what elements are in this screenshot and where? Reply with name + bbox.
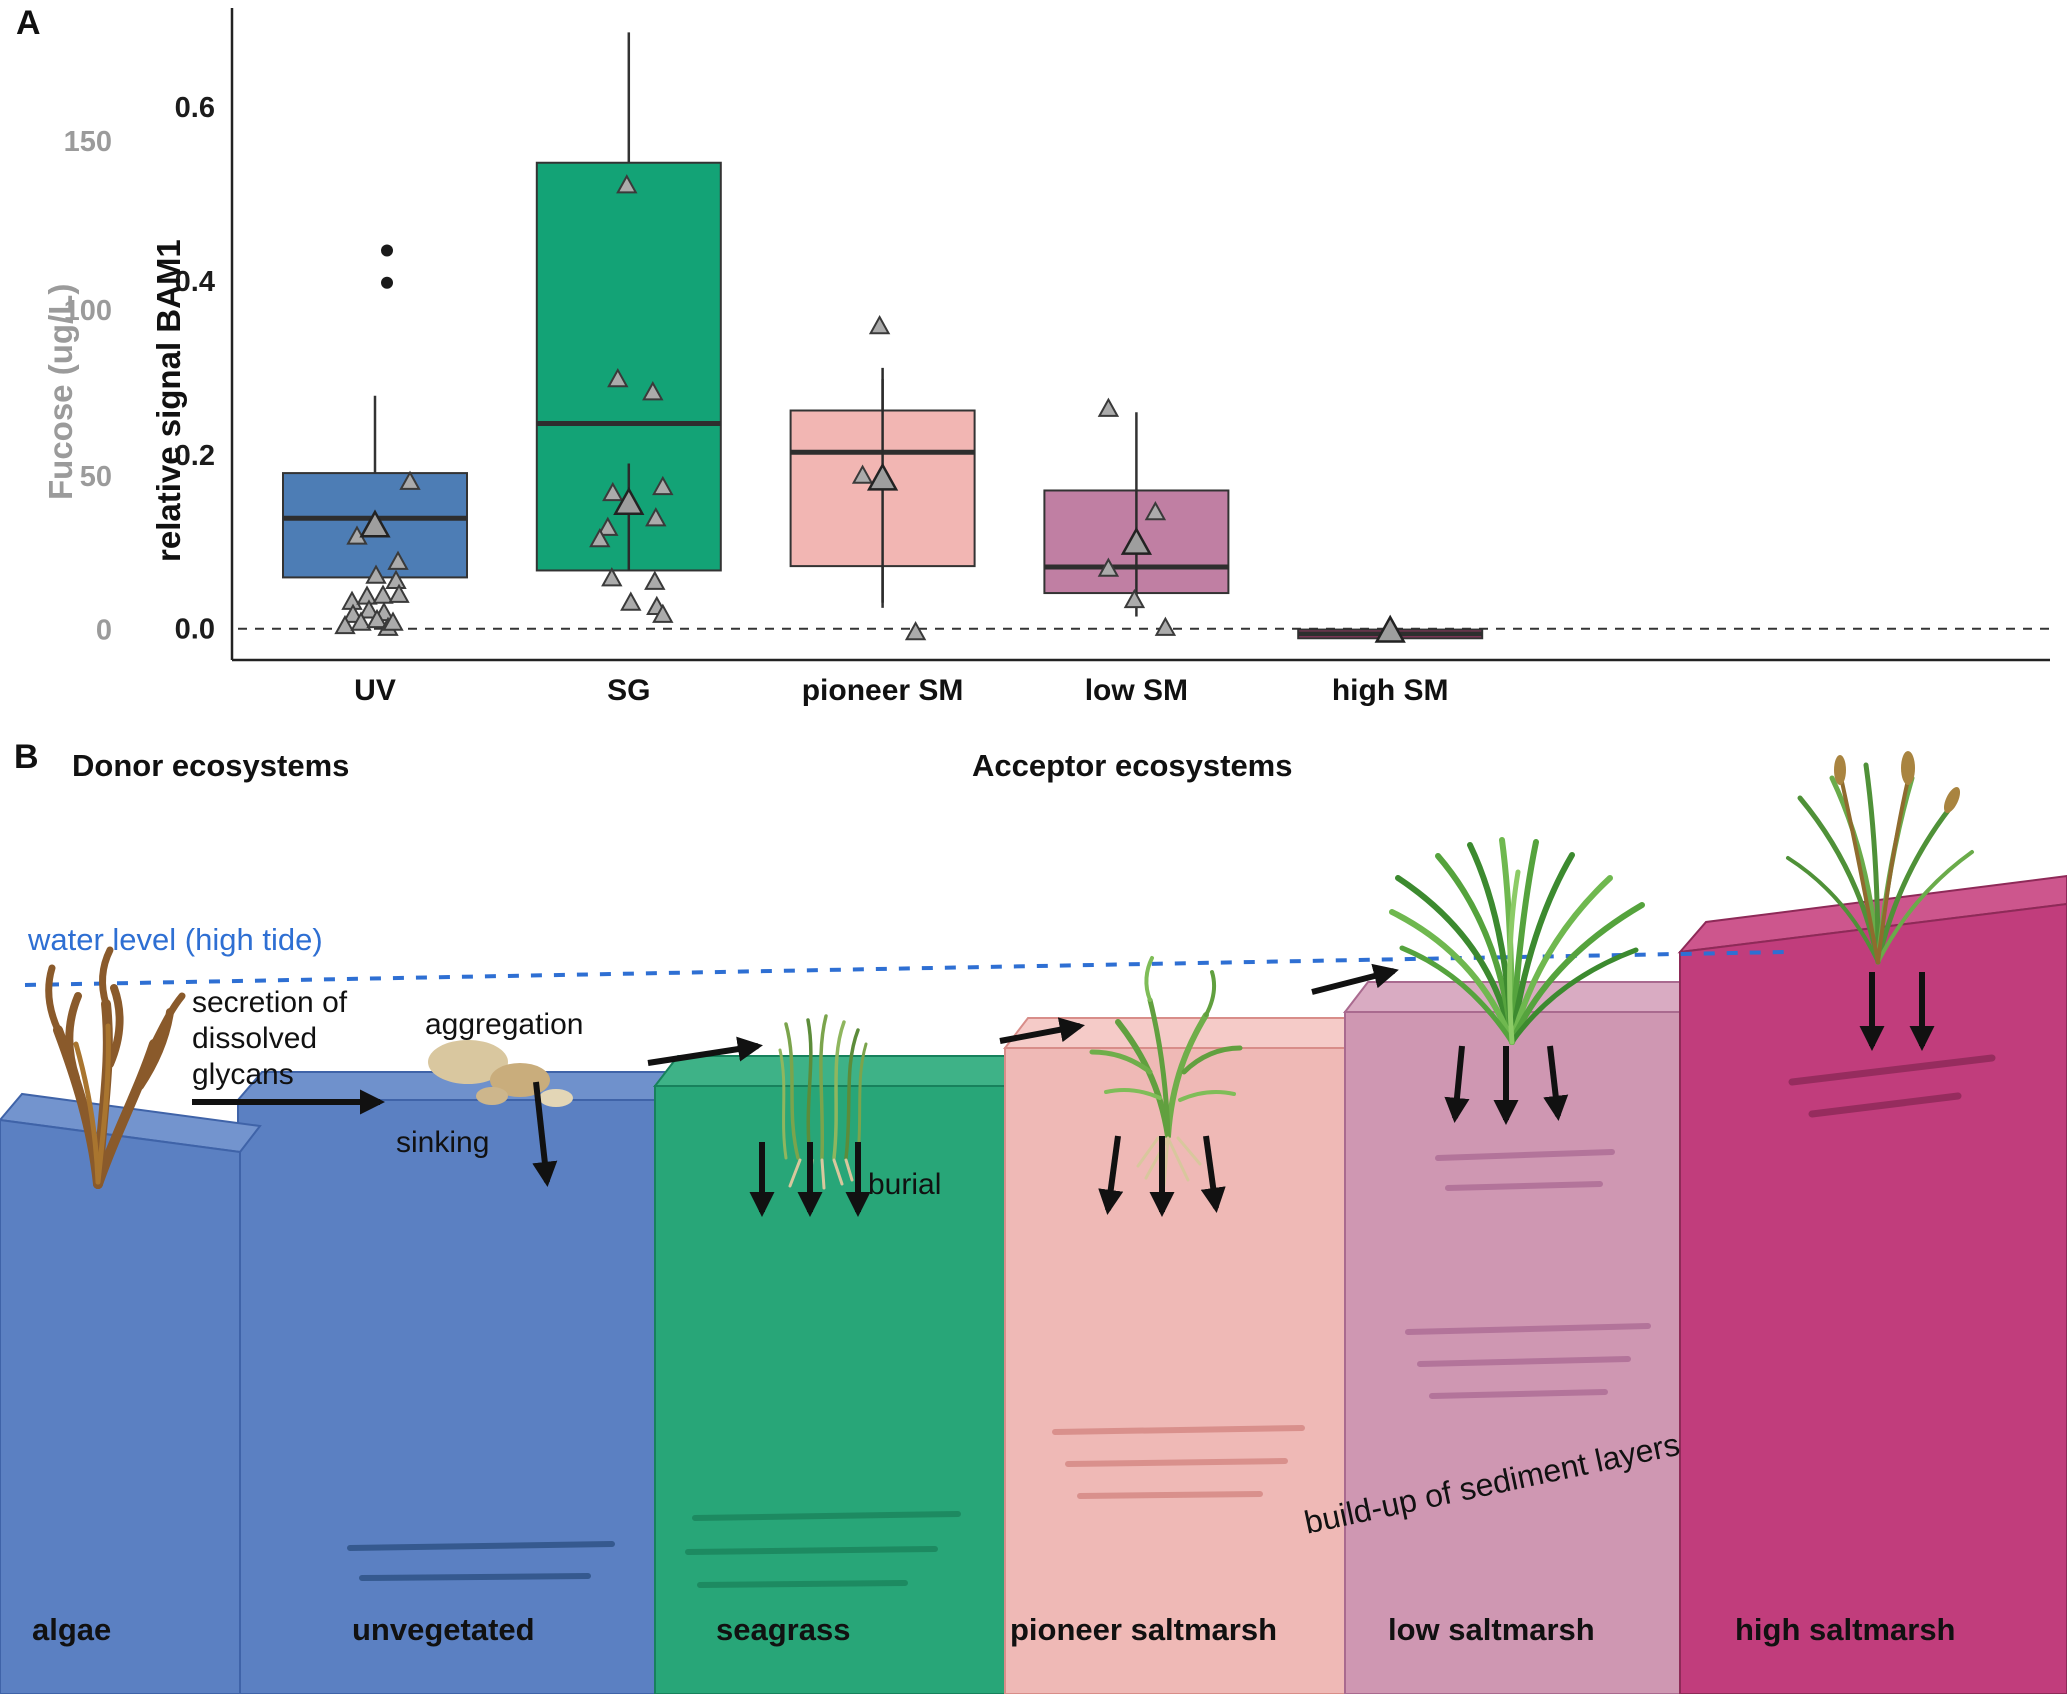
sample-point [652,475,674,496]
sinking-label: sinking [396,1126,490,1159]
low-saltmarsh-block [1342,981,1706,1694]
algae-illustration [45,946,186,1189]
sample-point [387,550,409,570]
sample-point [372,584,394,604]
sample-point [607,368,629,388]
outlier-point [381,244,393,257]
pioneer-saltmarsh-block [1002,1017,1371,1694]
sample-point [350,611,372,631]
mean-point [359,509,391,538]
panel-b-label: B [14,738,39,776]
x-category-label: UV [354,674,396,707]
sample-point [1154,616,1177,636]
sample-point [1144,501,1167,521]
secondary-y-tick-label: 0 [96,615,112,647]
mean-point [1374,614,1406,643]
x-category-label: high SM [1332,674,1449,707]
x-category-label: pioneer SM [802,674,964,707]
sample-point [366,608,388,629]
sample-point [642,381,664,401]
to-low-saltmarsh-arrow [1311,963,1399,995]
outlier-point [381,276,393,289]
sample-point [385,569,407,589]
water-level-label: water level (high tide) [28,922,323,957]
block-label-seagrass: seagrass [716,1612,851,1647]
pioneer-plant-illustration [1089,956,1243,1188]
sample-point [358,599,380,619]
sample-point [388,583,410,603]
burial-arrow [1444,1045,1470,1124]
mean-point [866,462,899,491]
block-label-high-saltmarsh: high saltmarsh [1735,1612,1956,1647]
block-label-pioneer-saltmarsh: pioneer saltmarsh [1010,1612,1278,1647]
secondary-y-tick-label: 150 [64,126,112,158]
block-label-unvegetated: unvegetated [352,1612,535,1647]
sample-point [334,614,356,635]
sample-point [1123,588,1146,609]
sample-point [597,516,619,536]
secondary-y-tick-label: 100 [64,295,112,327]
sample-point [652,603,674,623]
seagrass-block [652,1055,1031,1694]
algae-block [0,1092,262,1694]
sample-point [399,470,421,490]
aggregation-label: aggregation [425,1008,584,1041]
sample-point [868,314,891,335]
sample-point [601,567,623,587]
sample-point [851,464,874,484]
y-tick-label: 0.2 [175,440,215,472]
mean-point [1120,526,1153,555]
y-tick-label: 0.0 [175,614,215,646]
secretion-label: secretion of dissolved glycans [192,986,348,1091]
flow-arrows [192,963,1935,1218]
sample-point [589,527,611,548]
sample-point [616,174,638,194]
sample-point [904,620,927,641]
acceptor-ecosystems-header: Acceptor ecosystems [972,748,1293,783]
sample-point [644,570,666,590]
unvegetated-block [235,1071,681,1694]
donor-ecosystems-header: Donor ecosystems [72,748,350,783]
burial-arrow [1543,1045,1569,1122]
burial-label: burial [868,1168,942,1201]
burial-arrow [1098,1135,1124,1215]
sample-point [645,507,667,527]
block-label-algae: algae [32,1612,112,1647]
low-saltmarsh-grass-illustration [1389,837,1645,1045]
boxplot-chart: 0.0 0.2 0.4 0.6 0 50 100 150 UV SG pioneer SM low S… [64,8,2055,707]
sample-point [1097,397,1120,417]
panel-a-label: A [16,4,41,42]
burial-arrow [1200,1135,1226,1213]
secondary-y-tick-label: 50 [80,461,112,493]
sample-point [1097,557,1120,577]
to-pioneer-arrow [999,1017,1085,1044]
sample-point [620,591,642,611]
sample-point [602,481,624,502]
sample-point [382,611,404,631]
x-category-label: SG [607,674,650,707]
to-seagrass-arrow [647,1036,763,1066]
sediment-lines [347,1054,1996,1588]
block-label-low-saltmarsh: low saltmarsh [1388,1612,1595,1647]
y-tick-label: 0.4 [175,266,215,298]
y-tick-label: 0.6 [175,92,215,124]
sinking-arrow [532,1081,558,1188]
high-saltmarsh-grass-illustration [1786,751,1974,965]
mean-point [613,486,645,515]
x-category-label: low SM [1085,674,1188,707]
sample-point [365,564,387,584]
water-level-line [24,950,1786,987]
